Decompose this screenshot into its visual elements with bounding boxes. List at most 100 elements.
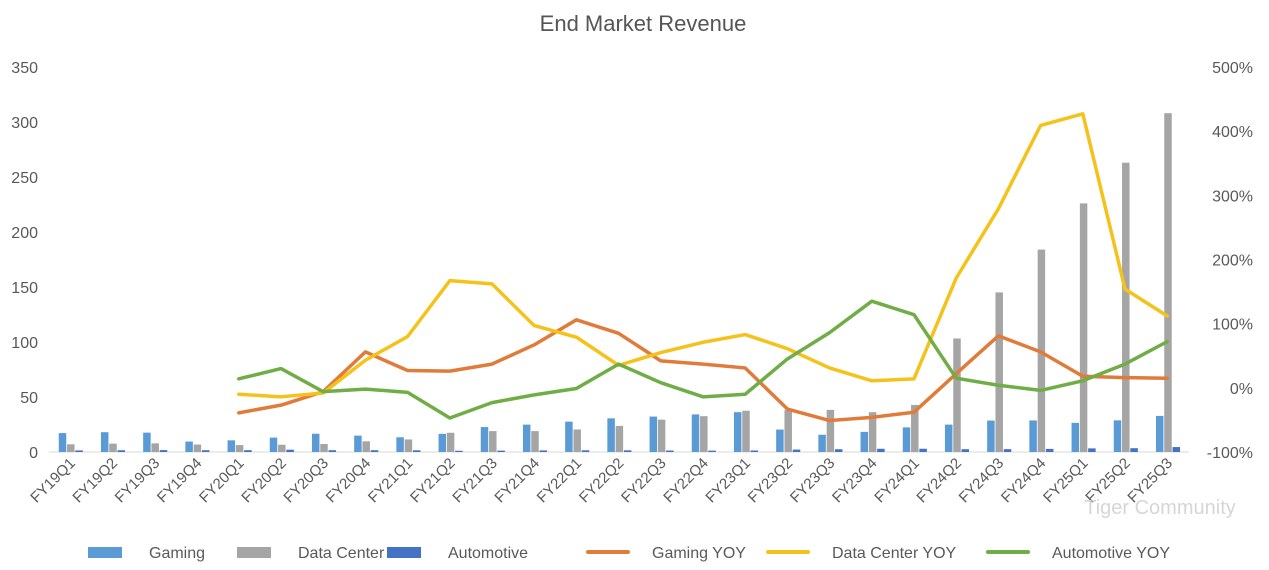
bar-gaming xyxy=(269,437,278,452)
legend-swatch xyxy=(237,547,271,558)
bar-data-center xyxy=(278,444,286,452)
bar-automotive xyxy=(328,450,337,452)
left-tick-label: 250 xyxy=(11,170,38,187)
line-data-center-yoy xyxy=(237,112,1169,399)
bar-gaming xyxy=(143,432,151,452)
left-tick-label: 300 xyxy=(11,115,38,132)
bar-gaming xyxy=(607,418,615,452)
legend-swatch xyxy=(88,547,122,558)
bar-gaming xyxy=(776,429,784,452)
x-tick-label: FY22Q1 xyxy=(534,455,586,507)
bar-data-center xyxy=(489,431,497,452)
bar-gaming xyxy=(100,432,109,452)
bar-data-center xyxy=(615,425,624,452)
x-tick-label: FY20Q2 xyxy=(238,455,290,507)
right-tick-label: -100% xyxy=(1207,445,1253,462)
legend-entry: Data Center xyxy=(237,545,385,562)
x-tick-label: FY22Q3 xyxy=(618,455,670,507)
legend-label: Gaming xyxy=(149,545,205,562)
bar-data-center xyxy=(235,445,244,452)
bar-automotive xyxy=(919,448,927,452)
bar-data-center xyxy=(109,443,117,452)
bar-data-center xyxy=(784,410,792,452)
x-tick-label: FY23Q4 xyxy=(829,455,881,507)
x-tick-label: FY20Q3 xyxy=(280,455,332,507)
left-tick-label: 100 xyxy=(11,335,38,352)
bar-automotive xyxy=(708,450,716,452)
bar-automotive xyxy=(244,450,252,452)
bar-gaming xyxy=(987,420,995,452)
right-tick-label: 400% xyxy=(1212,124,1253,141)
legend-label: Automotive YOY xyxy=(1052,545,1170,562)
legend-entry: Data Center YOY xyxy=(766,545,957,562)
x-tick-label: FY22Q2 xyxy=(576,455,628,507)
bar-gaming xyxy=(1071,422,1080,452)
bar-automotive xyxy=(286,449,294,452)
bar-gaming xyxy=(1029,420,1037,452)
bar-data-center xyxy=(67,444,75,452)
bar-data-center xyxy=(531,431,539,452)
x-tick-label: FY21Q3 xyxy=(449,455,501,507)
bar-data-center xyxy=(573,429,581,452)
legend-label: Automotive xyxy=(448,545,528,562)
bar-automotive xyxy=(623,450,632,452)
chart-title: End Market Revenue xyxy=(540,11,747,36)
bar-automotive xyxy=(877,448,885,452)
bar-automotive xyxy=(117,450,126,452)
x-tick-label: FY20Q1 xyxy=(196,455,248,507)
bar-gaming xyxy=(396,437,404,452)
legend-entry: Gaming xyxy=(88,545,205,562)
legend-label: Data Center xyxy=(298,545,385,562)
bar-data-center xyxy=(657,419,666,452)
right-tick-label: 100% xyxy=(1212,317,1253,334)
bar-gaming xyxy=(185,441,193,452)
x-tick-label: FY21Q4 xyxy=(491,455,543,507)
right-tick-label: 0% xyxy=(1230,381,1253,398)
x-tick-label: FY21Q1 xyxy=(365,455,417,507)
line-gaming-yoy xyxy=(237,318,1169,423)
bar-data-center xyxy=(151,443,159,452)
bar-automotive xyxy=(539,450,548,452)
right-tick-label: 200% xyxy=(1212,253,1253,270)
bar-data-center xyxy=(700,416,708,452)
bar-automotive xyxy=(1003,449,1012,452)
bar-gaming xyxy=(522,424,531,452)
bar-data-center xyxy=(742,410,750,452)
legend-entry: Automotive xyxy=(387,545,528,562)
watermark: Tiger Community xyxy=(1084,497,1236,519)
bar-data-center xyxy=(446,432,455,452)
bar-automotive xyxy=(1088,448,1096,452)
x-tick-label: FY19Q1 xyxy=(27,455,79,507)
right-tick-label: 300% xyxy=(1212,188,1253,205)
bar-data-center xyxy=(1164,113,1172,452)
x-tick-label: FY24Q3 xyxy=(956,455,1008,507)
legend-swatch xyxy=(387,547,421,558)
legend-entry: Automotive YOY xyxy=(986,545,1170,562)
bar-automotive xyxy=(792,449,801,452)
left-tick-label: 350 xyxy=(11,60,38,77)
bar-gaming xyxy=(649,416,658,452)
bar-data-center xyxy=(826,409,835,452)
left-tick-label: 200 xyxy=(11,225,38,242)
bar-automotive xyxy=(1130,448,1138,452)
bar-data-center xyxy=(995,292,1003,452)
bar-gaming xyxy=(354,435,362,452)
x-tick-label: FY19Q3 xyxy=(112,455,164,507)
bar-data-center xyxy=(1079,203,1088,452)
left-tick-label: 150 xyxy=(11,280,38,297)
bar-gaming xyxy=(438,433,447,452)
bar-gaming xyxy=(565,421,573,452)
bar-automotive xyxy=(666,450,674,452)
bar-data-center xyxy=(362,441,370,452)
bar-data-center xyxy=(911,404,919,452)
bar-automotive xyxy=(201,450,210,452)
bar-automotive xyxy=(412,450,421,452)
bar-gaming xyxy=(733,412,742,452)
x-tick-label: FY21Q2 xyxy=(407,455,459,507)
x-tick-label: FY24Q1 xyxy=(871,455,923,507)
x-tick-label: FY23Q2 xyxy=(745,455,797,507)
bar-data-center xyxy=(868,412,877,452)
bar-data-center xyxy=(953,338,961,452)
